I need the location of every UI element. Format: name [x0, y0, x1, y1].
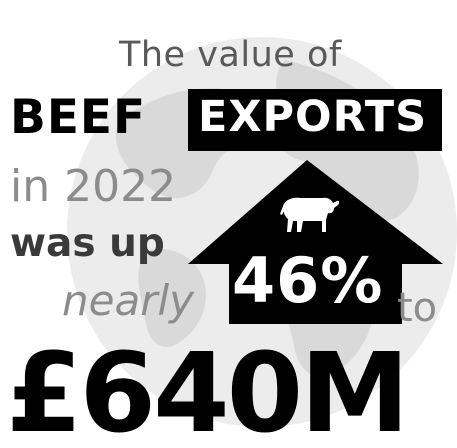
- exports-highlight-box: [188, 89, 442, 151]
- headline-year: in 2022: [10, 161, 177, 212]
- headline-line1: The value of: [119, 35, 342, 75]
- cow-icon: [280, 197, 340, 232]
- percent-increase: 46%: [232, 244, 384, 317]
- headline-was-up: was up: [10, 221, 165, 266]
- export-value: £640M: [6, 329, 410, 448]
- headline-nearly: nearly: [62, 276, 194, 325]
- headline-to: to: [397, 285, 438, 331]
- headline-exports: EXPORTS: [198, 92, 428, 142]
- headline-beef: BEEF: [10, 90, 147, 145]
